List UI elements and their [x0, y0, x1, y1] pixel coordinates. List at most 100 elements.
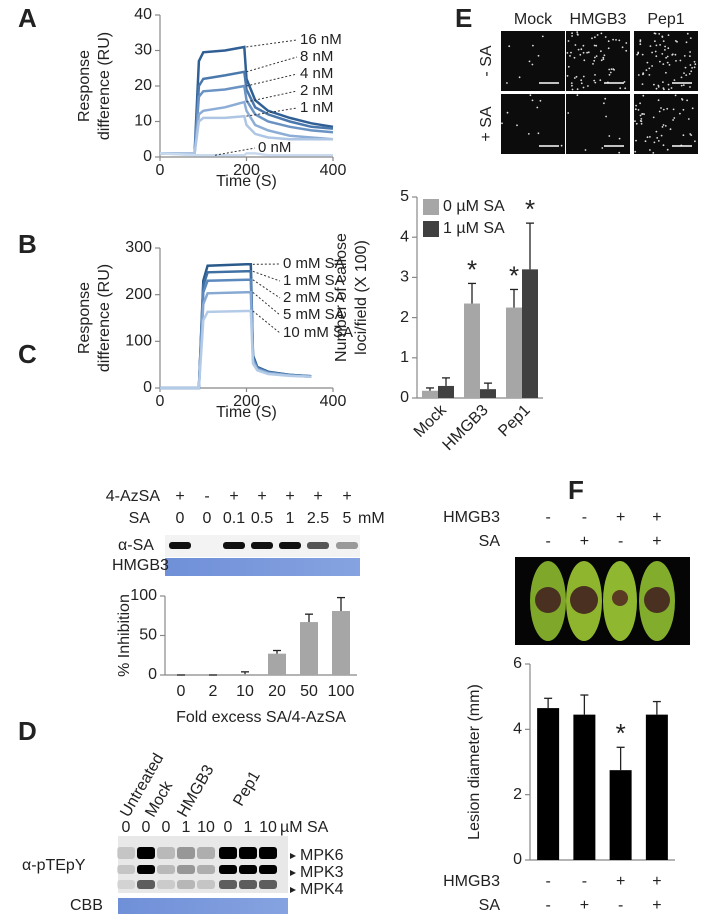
- condition-value: +: [652, 509, 661, 526]
- error-bar: [468, 282, 476, 304]
- bar: [464, 303, 480, 398]
- speckle: [582, 75, 585, 78]
- blot-band: [117, 880, 135, 889]
- speckle: [674, 94, 677, 97]
- speckle: [527, 133, 530, 135]
- condition-value: +: [616, 509, 625, 526]
- speckle: [537, 54, 540, 57]
- speckle: [676, 40, 678, 43]
- speckle: [621, 46, 624, 49]
- speckle: [602, 56, 605, 59]
- speckle: [658, 110, 661, 113]
- group-label: Pep1: [230, 768, 263, 809]
- speckle: [665, 71, 667, 74]
- blot-band: [279, 542, 301, 549]
- speckle: [693, 60, 696, 63]
- speckle: [689, 64, 692, 66]
- speckle: [690, 70, 693, 73]
- line: [159, 152, 333, 157]
- speckle: [665, 56, 667, 59]
- lane-label: 1: [182, 819, 191, 836]
- y-axis-label: Response: [76, 282, 93, 354]
- x-tick-label: 50: [300, 683, 318, 700]
- speckle: [683, 72, 685, 74]
- speckle: [688, 73, 691, 75]
- blot-band: [259, 865, 277, 874]
- condition-value: 0.1: [223, 510, 245, 527]
- speckle: [683, 55, 686, 57]
- speckle: [508, 45, 511, 48]
- bar: [537, 708, 560, 860]
- speckle: [582, 86, 585, 89]
- legend-label: 1 µM SA: [443, 220, 505, 237]
- lane-label: 10: [259, 819, 277, 836]
- condition-value: +: [175, 488, 184, 505]
- speckle: [615, 39, 617, 41]
- condition-name: HMGB3: [443, 873, 500, 890]
- speckle: [639, 39, 642, 42]
- blot-label: HMGB3: [112, 557, 169, 574]
- speckle: [675, 60, 677, 62]
- speckle: [573, 56, 576, 59]
- speckle: [608, 68, 611, 71]
- condition-value: +: [342, 488, 351, 505]
- speckle: [571, 88, 574, 91]
- error-bar: [616, 746, 625, 771]
- speckle: [661, 53, 664, 55]
- line: [160, 84, 334, 155]
- speckle: [594, 56, 596, 59]
- x-tick-label: Mock: [411, 401, 451, 441]
- legend-label: 0 µM SA: [443, 198, 505, 215]
- leader: [246, 56, 298, 73]
- x-tick-label: 200: [233, 393, 260, 410]
- leader: [214, 147, 256, 156]
- condition-name: SA: [129, 510, 151, 527]
- speckle: [577, 48, 580, 51]
- speckle: [656, 137, 659, 139]
- speckle: [646, 136, 649, 139]
- speckle: [591, 37, 593, 40]
- speckle: [654, 40, 656, 43]
- condition-value: -: [545, 509, 550, 526]
- speckle: [618, 39, 621, 42]
- condition-name: SA: [479, 533, 501, 550]
- speckle: [607, 40, 610, 43]
- band-label: MPK6: [300, 847, 344, 864]
- error-bar: [337, 596, 345, 612]
- speckle: [664, 125, 667, 127]
- blot-band: [117, 865, 135, 874]
- speckle: [608, 73, 611, 76]
- speckle: [664, 45, 666, 48]
- leader: [252, 279, 281, 299]
- speckle: [680, 84, 683, 87]
- speckle: [653, 141, 656, 144]
- speckle: [570, 82, 573, 84]
- speckle: [529, 94, 532, 97]
- speckle: [569, 55, 571, 57]
- condition-value: +: [580, 533, 589, 550]
- speckle: [536, 106, 539, 109]
- column-label: Pep1: [647, 11, 684, 28]
- x-tick-label: 2: [209, 683, 218, 700]
- bar: [609, 770, 632, 860]
- speckle: [604, 36, 607, 38]
- leaves: [530, 561, 675, 641]
- blot-band: [219, 865, 237, 874]
- blot-band: [157, 847, 175, 859]
- speckle: [600, 32, 603, 35]
- condition-value: 0: [203, 510, 212, 527]
- lane-label: 0: [224, 819, 233, 836]
- speckle: [642, 72, 645, 74]
- speckle: [679, 112, 681, 115]
- speckle: [687, 118, 690, 120]
- speckle: [646, 61, 649, 64]
- speckle: [652, 116, 655, 119]
- micrograph: [501, 31, 565, 91]
- micrograph: [501, 94, 565, 154]
- speckle: [587, 51, 590, 54]
- leader: [246, 107, 298, 117]
- blot-band: [197, 847, 215, 859]
- speckle: [661, 126, 664, 128]
